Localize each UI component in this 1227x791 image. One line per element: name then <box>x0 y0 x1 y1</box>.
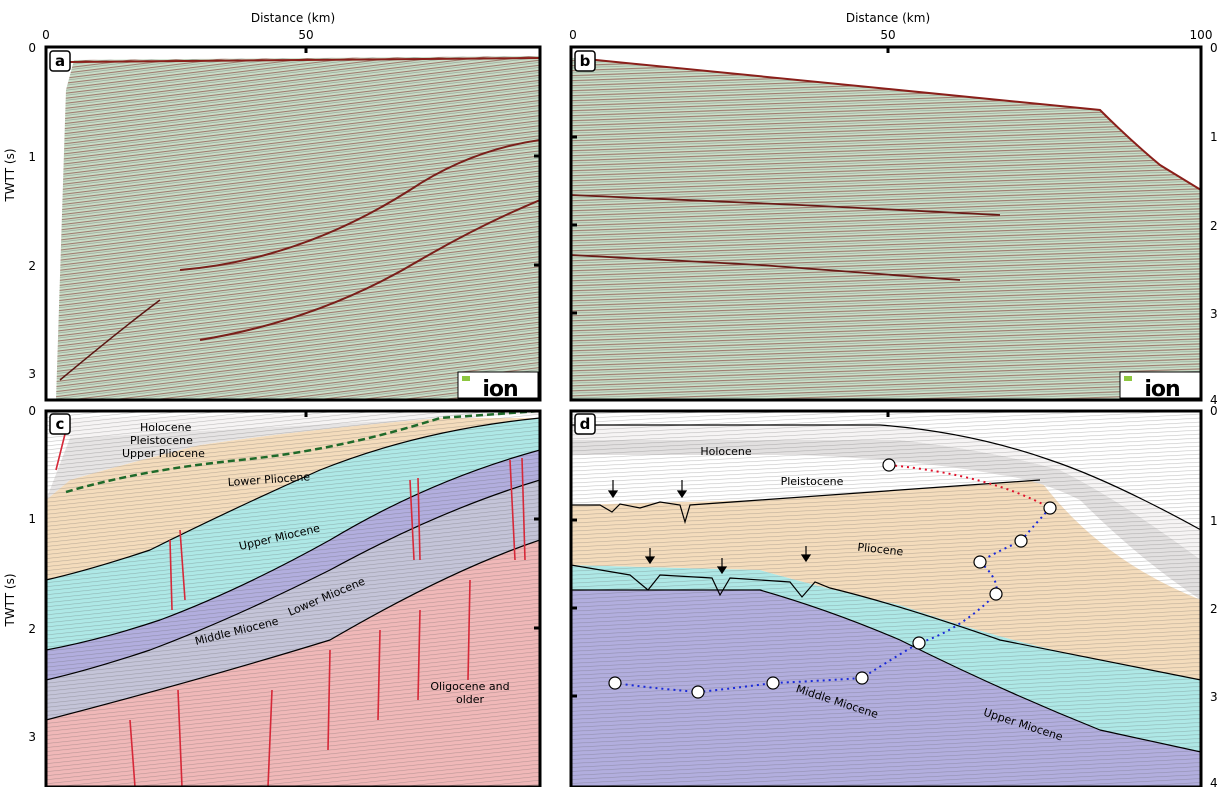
top-left-y-tick-3: 3 <box>28 367 36 381</box>
panel-c-letter: c <box>56 415 65 433</box>
panel-c: Holocene Pleistocene Upper Pliocene Lowe… <box>46 411 540 787</box>
bottom-right-y-tick-1: 1 <box>1210 514 1218 528</box>
panel-a-logo-text: ion <box>482 377 517 402</box>
bottom-left-y-tick-0: 0 <box>28 404 36 418</box>
top-right-x-tick-0: 0 <box>569 28 577 42</box>
bottom-left-y-tick-1: 1 <box>28 512 36 526</box>
top-right-y-tick-0: 0 <box>1210 41 1218 55</box>
top-left-x-tick-0: 0 <box>42 28 50 42</box>
bottom-left-y-tick-2: 2 <box>28 622 36 636</box>
panel-b: ion <box>571 47 1201 402</box>
bottom-left-y-tick-3: 3 <box>28 730 36 744</box>
label-oligocene-c-2: older <box>456 693 485 706</box>
panel-b-letter-box: b <box>575 51 595 71</box>
bottom-right-y-tick-3: 3 <box>1210 690 1218 704</box>
top-left-y-tick-1: 1 <box>28 150 36 164</box>
panel-d: Holocene Pleistocene Pliocene Middle Mio… <box>571 411 1201 787</box>
panel-a-letter: a <box>55 52 65 70</box>
panel-a-letter-box: a <box>50 51 70 71</box>
bottom-right-y-tick-2: 2 <box>1210 602 1218 616</box>
top-right-y-tick-3: 3 <box>1210 307 1218 321</box>
label-upper-pliocene-c: Upper Pliocene <box>122 447 205 460</box>
label-pleistocene-c: Pleistocene <box>130 434 193 447</box>
panel-d-letter: d <box>580 415 591 433</box>
bottom-left-yaxis-title: TWTT (s) <box>3 573 17 627</box>
top-right-y-tick-2: 2 <box>1210 219 1218 233</box>
panel-a-seismic-fill <box>56 56 540 400</box>
panel-a: ion <box>46 47 540 402</box>
label-oligocene-c-1: Oligocene and <box>430 680 509 693</box>
panel-b-letter: b <box>580 52 591 70</box>
top-right-y-tick-1: 1 <box>1210 130 1218 144</box>
top-right-x-tick-100: 100 <box>1190 28 1213 42</box>
panel-c-letter-box: c <box>50 414 70 434</box>
bottom-right-y-tick-0: 0 <box>1210 404 1218 418</box>
panel-d-letter-box: d <box>575 414 595 434</box>
top-right-x-tick-50: 50 <box>880 28 895 42</box>
label-pleistocene-d: Pleistocene <box>781 475 844 488</box>
top-right-xaxis-title: Distance (km) <box>846 11 930 25</box>
top-left-y-tick-2: 2 <box>28 259 36 273</box>
label-holocene-d: Holocene <box>700 445 752 458</box>
top-left-xaxis-title: Distance (km) <box>251 11 335 25</box>
top-left-y-tick-0: 0 <box>28 41 36 55</box>
bottom-right-y-tick-4: 4 <box>1210 776 1218 787</box>
label-holocene-c: Holocene <box>140 421 192 434</box>
panel-b-logo-text: ion <box>1144 377 1179 402</box>
top-left-x-tick-50: 50 <box>298 28 313 42</box>
top-left-yaxis-title: TWTT (s) <box>3 148 17 202</box>
panel-a-ion-logo: ion <box>458 372 538 402</box>
panel-b-ion-logo: ion <box>1120 372 1200 402</box>
